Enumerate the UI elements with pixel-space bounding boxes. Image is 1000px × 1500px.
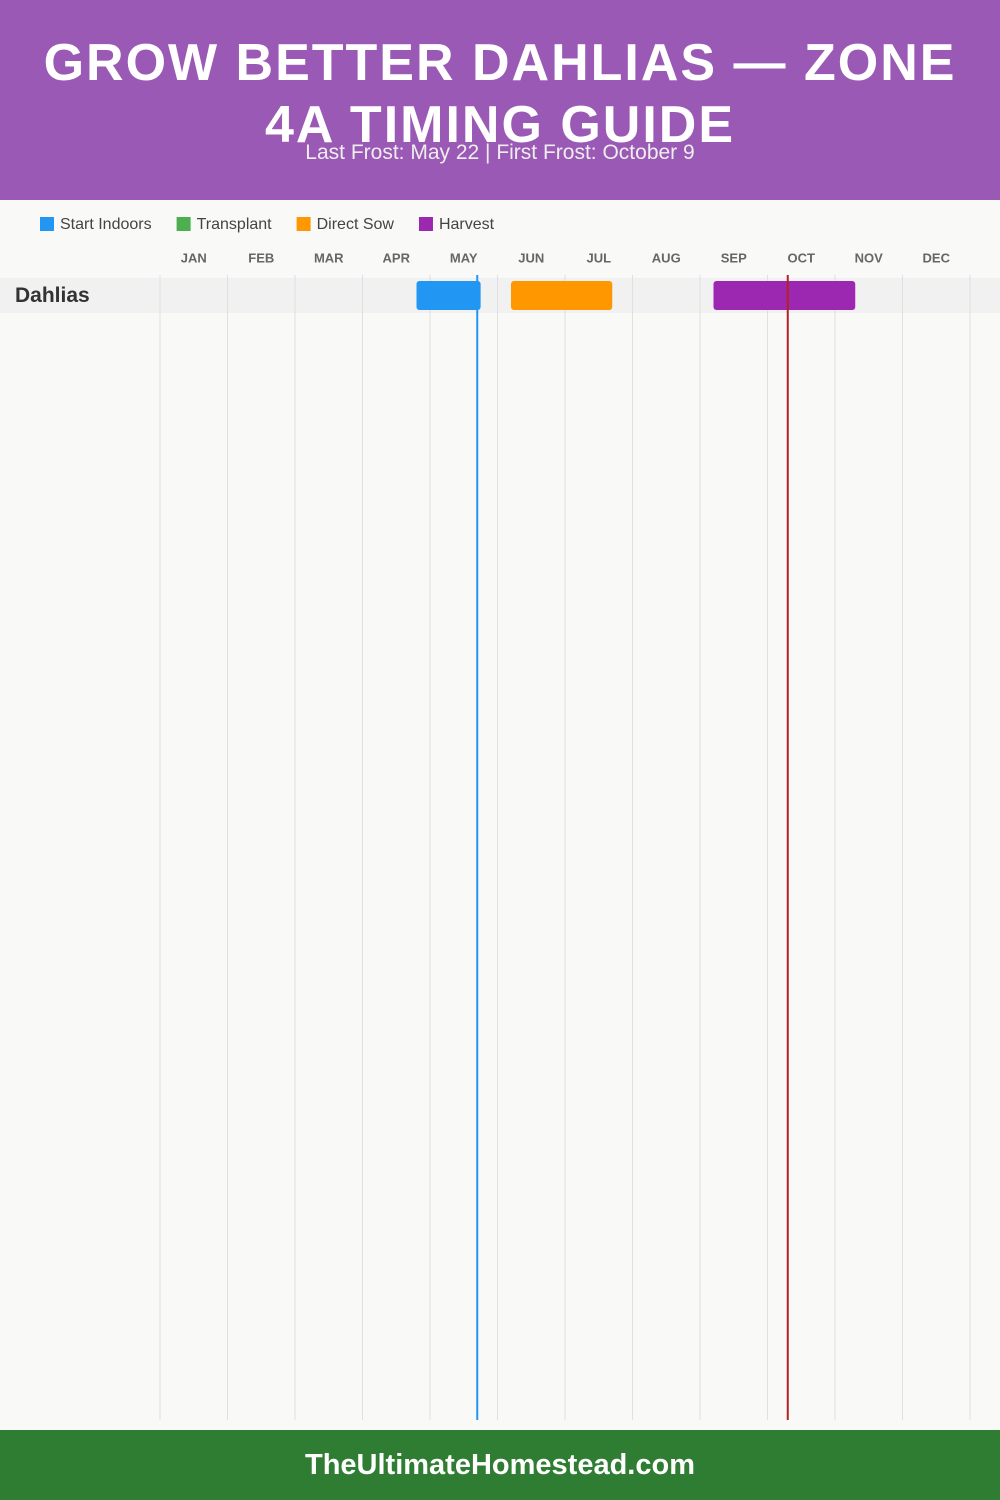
legend-label: Harvest: [439, 216, 495, 233]
legend-swatch: [176, 217, 191, 231]
x-tick-label: OCT: [788, 250, 816, 265]
chart: JAN FEB MAR APR MAY JUN JUL AUG SEP OCT NOV DEC Star…: [0, 216, 1000, 1420]
x-tick-label: FEB: [248, 250, 274, 265]
header: GROW BETTER DAHLIAS — ZONE 4A TIMING GUI…: [0, 0, 1000, 200]
bar: [713, 281, 856, 310]
bar: [416, 281, 481, 310]
legend-label: Transplant: [197, 216, 273, 233]
x-tick-label: NOV: [855, 250, 884, 265]
x-tick-label: JAN: [181, 250, 207, 265]
legend-swatch: [296, 217, 311, 231]
x-tick-label: JUN: [518, 250, 544, 265]
legend-label: Start Indoors: [60, 216, 152, 233]
chart-title: GROW BETTER DAHLIAS — ZONE 4A TIMING GUI…: [43, 34, 957, 154]
x-tick-label: JUL: [586, 250, 611, 265]
x-tick-label: AUG: [652, 250, 681, 265]
x-tick-label: MAY: [450, 250, 478, 265]
bar: [511, 281, 613, 310]
row-label: Dahlias: [15, 284, 90, 307]
legend-swatch: [40, 217, 54, 231]
legend-swatch: [418, 217, 433, 231]
x-tick-label: SEP: [721, 250, 747, 265]
x-tick-label: APR: [383, 250, 411, 265]
x-tick-label: MAR: [314, 250, 344, 265]
footer: TheUltimateHomestead.com: [0, 1430, 1000, 1500]
chart-subtitle: Last Frost: May 22 | First Frost: Octobe…: [305, 141, 695, 164]
x-tick-label: DEC: [923, 250, 951, 265]
legend-label: Direct Sow: [317, 216, 395, 233]
